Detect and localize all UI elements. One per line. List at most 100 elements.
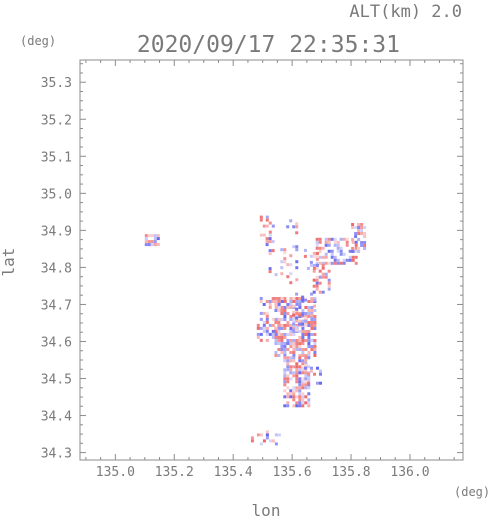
y-tick-label: 35.0 [41, 187, 72, 202]
echo-cell [262, 320, 266, 324]
echo-cell [310, 366, 313, 370]
echo-cell [301, 401, 305, 405]
echo-cell [313, 297, 317, 300]
echo-cell [295, 339, 299, 342]
echo-cell [144, 240, 148, 244]
echo-cell [336, 258, 340, 262]
echo-cell [315, 243, 319, 247]
echo-cell [363, 232, 367, 235]
echo-cell [298, 297, 302, 300]
echo-cell [313, 333, 317, 336]
echo-cell [280, 272, 284, 276]
echo-cell [307, 324, 311, 327]
echo-cell [274, 330, 278, 333]
echo-cell [313, 351, 317, 354]
echo-cell [351, 247, 355, 250]
echo-cell [333, 240, 337, 244]
echo-cell [339, 246, 343, 250]
echo-cell [327, 240, 331, 244]
echo-cell [310, 339, 314, 342]
echo-cell [277, 317, 281, 321]
echo-cell [304, 348, 308, 351]
echo-cell [354, 249, 358, 253]
echo-cell [339, 261, 343, 265]
echo-cell [283, 327, 287, 330]
echo-cell [295, 315, 299, 318]
echo-cell [259, 332, 263, 336]
echo-cell [295, 266, 299, 270]
echo-cell [277, 326, 281, 330]
echo-cell [301, 362, 305, 366]
echo-cell [286, 263, 290, 267]
echo-cell [292, 342, 296, 345]
echo-cell [265, 320, 269, 324]
echo-cell [250, 436, 254, 440]
echo-cell [283, 368, 287, 372]
y-tick-label: 35.3 [41, 76, 72, 91]
echo-cell [327, 237, 331, 241]
echo-cell [310, 292, 314, 296]
echo-cell [357, 238, 361, 241]
echo-cell [298, 398, 302, 402]
echo-cell [295, 328, 299, 332]
echo-cell [144, 237, 148, 241]
echo-cell [301, 330, 305, 333]
echo-cell [315, 263, 319, 267]
echo-cell [336, 261, 340, 265]
echo-cell [324, 237, 328, 241]
echo-cell [330, 252, 334, 256]
echo-cell [283, 318, 287, 321]
echo-cell [265, 311, 269, 315]
echo-cell [354, 246, 358, 250]
echo-cell [354, 235, 358, 238]
echo-cell [313, 321, 317, 324]
echo-cell [295, 325, 299, 329]
echo-cell [295, 401, 299, 405]
y-unit-label: (deg) [20, 34, 56, 48]
echo-cell [147, 240, 151, 244]
echo-cell [298, 389, 302, 393]
echo-cell [280, 306, 284, 309]
echo-cell [303, 248, 307, 252]
echo-cell [289, 333, 293, 336]
echo-cell [298, 306, 302, 309]
echo-cell [156, 234, 160, 238]
echo-cell [298, 345, 302, 348]
echo-cell [327, 249, 331, 253]
echo-cell [304, 374, 308, 378]
echo-cell [289, 368, 293, 372]
echo-cell [283, 377, 287, 381]
echo-cell [265, 300, 269, 303]
echo-cell [256, 323, 260, 327]
echo-cell [292, 313, 296, 317]
echo-cell [301, 383, 305, 387]
echo-cell [274, 342, 278, 345]
echo-cell [363, 241, 367, 244]
echo-cell [280, 348, 284, 351]
echo-cell [283, 306, 287, 309]
echo-cell [286, 380, 290, 384]
y-tick-label: 34.9 [41, 224, 72, 239]
echo-cell [259, 297, 263, 300]
echo-cell [256, 335, 260, 339]
echo-cell [298, 342, 302, 345]
echo-cell [280, 260, 284, 264]
echo-cell [277, 303, 281, 306]
echo-cell [313, 324, 317, 327]
echo-cell [298, 303, 302, 306]
echo-cell [360, 226, 364, 229]
echo-cell [298, 371, 302, 375]
echo-cell [295, 300, 299, 303]
y-tick-label: 34.4 [41, 410, 72, 425]
echo-cell [268, 332, 272, 336]
echo-cell [327, 261, 331, 265]
echo-cell [321, 275, 325, 279]
echo-cell [286, 374, 290, 378]
echo-cell [271, 439, 275, 443]
echo-cell [268, 323, 272, 327]
echo-cell [307, 351, 311, 354]
echo-cell [295, 380, 299, 384]
echo-cell [360, 229, 364, 232]
echo-cell [304, 371, 308, 375]
echo-cell [330, 237, 334, 241]
